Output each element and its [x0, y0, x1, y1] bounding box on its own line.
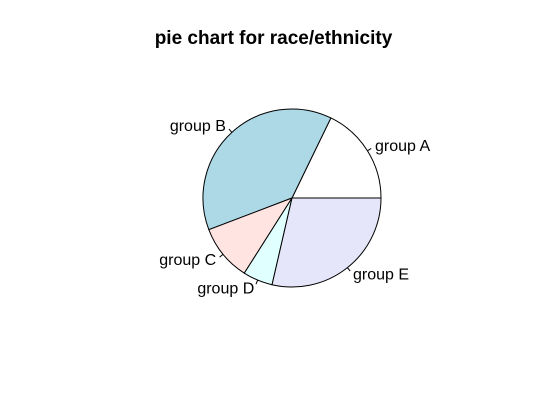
pie-label-tick [229, 129, 232, 132]
pie-label-tick [256, 280, 258, 284]
pie-label-group-d: group D [197, 280, 254, 297]
pie-label-group-e: group E [353, 267, 409, 284]
pie-label-group-b: group B [170, 118, 226, 135]
pie-label-group-c: group C [159, 252, 216, 269]
pie-label-tick [347, 268, 350, 271]
pie-label-tick [220, 254, 223, 257]
pie-label-tick [367, 148, 371, 150]
pie-label-group-a: group A [375, 138, 430, 155]
pie-slices [203, 109, 381, 287]
